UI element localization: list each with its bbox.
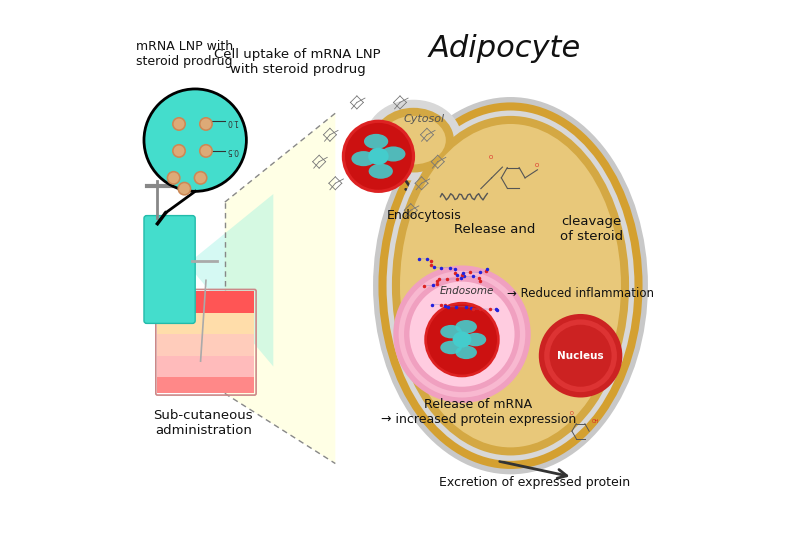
Circle shape <box>178 182 191 196</box>
FancyBboxPatch shape <box>144 216 195 323</box>
Text: Sub-cutaneous
administration: Sub-cutaneous administration <box>154 409 253 437</box>
Circle shape <box>424 302 500 377</box>
Text: Nucleus: Nucleus <box>558 351 604 361</box>
Ellipse shape <box>404 276 520 392</box>
Ellipse shape <box>440 341 462 354</box>
Ellipse shape <box>368 148 389 165</box>
Ellipse shape <box>382 147 406 162</box>
Circle shape <box>345 123 412 190</box>
Text: Release of mRNA
→ increased protein expression: Release of mRNA → increased protein expr… <box>381 398 576 426</box>
FancyBboxPatch shape <box>158 291 254 313</box>
Circle shape <box>172 117 186 131</box>
Ellipse shape <box>410 281 514 387</box>
Polygon shape <box>225 113 335 464</box>
Text: Cytosol: Cytosol <box>404 114 445 123</box>
Ellipse shape <box>400 124 621 447</box>
FancyBboxPatch shape <box>158 377 254 393</box>
Ellipse shape <box>398 271 526 398</box>
Text: Adipocyte: Adipocyte <box>429 34 582 63</box>
Ellipse shape <box>538 314 622 398</box>
Ellipse shape <box>365 100 462 181</box>
Circle shape <box>201 146 211 156</box>
Circle shape <box>172 144 186 158</box>
Circle shape <box>342 120 415 193</box>
Circle shape <box>168 172 179 183</box>
Text: Endocytosis: Endocytosis <box>387 209 462 222</box>
Ellipse shape <box>373 108 454 172</box>
Circle shape <box>201 119 211 129</box>
Circle shape <box>195 172 206 183</box>
Ellipse shape <box>465 333 486 347</box>
Ellipse shape <box>455 320 477 334</box>
Text: Excretion of expressed protein: Excretion of expressed protein <box>439 476 630 489</box>
Ellipse shape <box>392 116 629 455</box>
Text: Release and: Release and <box>454 223 535 236</box>
Circle shape <box>194 171 207 185</box>
Ellipse shape <box>369 164 393 179</box>
Polygon shape <box>187 194 274 367</box>
Text: cleavage
of steroid: cleavage of steroid <box>560 215 623 243</box>
Text: O: O <box>489 155 493 160</box>
Circle shape <box>427 305 497 375</box>
Ellipse shape <box>351 151 376 166</box>
Ellipse shape <box>378 102 642 469</box>
Text: Endosome: Endosome <box>440 286 494 296</box>
Ellipse shape <box>544 319 617 392</box>
Ellipse shape <box>373 97 648 474</box>
Ellipse shape <box>550 324 611 387</box>
Circle shape <box>199 117 213 131</box>
Ellipse shape <box>455 345 477 359</box>
FancyBboxPatch shape <box>158 313 254 334</box>
Text: O: O <box>534 163 539 168</box>
Ellipse shape <box>381 116 446 164</box>
Text: O: O <box>570 411 574 416</box>
Circle shape <box>174 146 184 156</box>
Circle shape <box>174 119 184 129</box>
Circle shape <box>144 89 246 191</box>
Ellipse shape <box>394 265 530 403</box>
Text: 0.5: 0.5 <box>226 147 238 155</box>
Circle shape <box>179 183 190 194</box>
Ellipse shape <box>453 331 471 348</box>
Text: → Reduced inflammation: → Reduced inflammation <box>507 287 654 300</box>
Text: mRNA LNP with
steroid prodrug: mRNA LNP with steroid prodrug <box>136 40 233 68</box>
Ellipse shape <box>364 134 388 149</box>
Text: OH: OH <box>591 419 599 424</box>
Text: 1.0: 1.0 <box>226 117 238 126</box>
Text: Cell uptake of mRNA LNP
with steroid prodrug: Cell uptake of mRNA LNP with steroid pro… <box>214 48 381 76</box>
Circle shape <box>199 144 213 158</box>
Ellipse shape <box>440 325 462 338</box>
FancyBboxPatch shape <box>158 334 254 356</box>
Circle shape <box>166 171 181 185</box>
FancyBboxPatch shape <box>158 356 254 377</box>
Ellipse shape <box>386 110 634 461</box>
